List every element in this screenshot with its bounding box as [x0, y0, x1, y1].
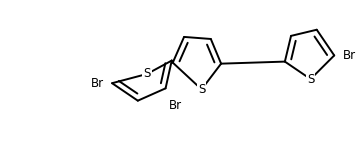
Text: Br: Br [169, 99, 182, 112]
Text: S: S [198, 83, 205, 96]
Text: Br: Br [91, 77, 104, 90]
Text: S: S [143, 67, 151, 80]
Text: S: S [307, 73, 314, 86]
Text: Br: Br [342, 49, 355, 62]
